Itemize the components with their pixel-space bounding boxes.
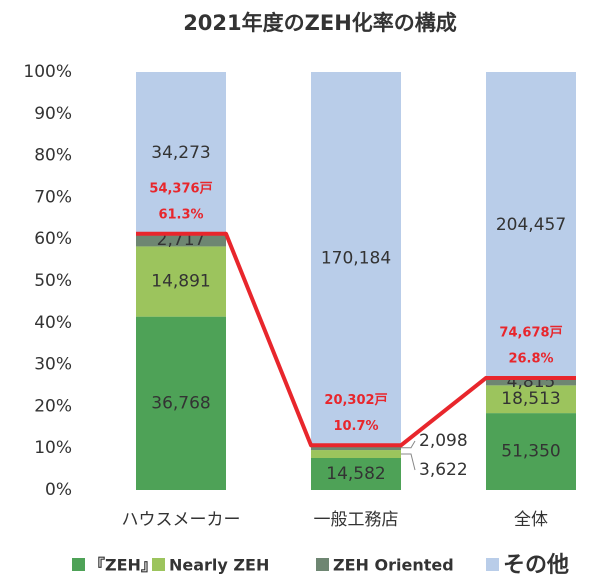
chart-title: 2021年度のZEH化率の構成: [183, 11, 457, 35]
bar-segment: [486, 378, 576, 386]
bar-segment: [136, 316, 226, 490]
y-tick-label: 90%: [34, 104, 72, 124]
legend-label: その他: [503, 553, 569, 578]
bar-segment: [136, 72, 226, 234]
bar-segment: [311, 72, 401, 446]
legend-swatch: [152, 558, 165, 571]
y-tick-label: 20%: [34, 396, 72, 416]
bar-segment: [136, 246, 226, 317]
rate-connector: [224, 231, 313, 448]
bar-segment: [311, 445, 401, 451]
x-tick-label: 全体: [514, 510, 548, 530]
y-tick-label: 30%: [34, 355, 72, 375]
value-label: 2,098: [419, 431, 468, 451]
bar-segment: [311, 450, 401, 459]
y-tick-label: 70%: [34, 187, 72, 207]
legend-label: 『ZEH』: [89, 556, 157, 575]
value-label: 36,768: [151, 393, 210, 413]
value-label: 18,513: [501, 389, 560, 409]
y-tick-label: 40%: [34, 313, 72, 333]
total-label: 20,302戸: [324, 393, 387, 408]
legend-swatch: [72, 558, 85, 571]
legend-label: ZEH Oriented: [333, 556, 454, 575]
rate-label: 61.3%: [158, 207, 203, 222]
legend-swatch: [486, 558, 499, 571]
legend-swatch: [316, 558, 329, 571]
bar-segment: [486, 413, 576, 490]
x-tick-label: 一般工務店: [314, 510, 399, 530]
y-tick-label: 10%: [34, 438, 72, 458]
value-label: 170,184: [321, 249, 391, 269]
y-tick-label: 100%: [23, 62, 72, 82]
total-label: 54,376戸: [149, 181, 212, 196]
rate-connector: [399, 375, 488, 448]
value-label: 34,273: [151, 143, 210, 163]
total-label: 74,678戸: [499, 325, 562, 340]
leader-line: [401, 440, 416, 449]
value-label: 51,350: [501, 442, 560, 462]
bar-segment: [486, 385, 576, 414]
x-tick-label: ハウスメーカー: [122, 510, 241, 530]
y-tick-label: 80%: [34, 146, 72, 166]
value-label: 204,457: [496, 215, 566, 235]
bar-segment: [136, 233, 226, 247]
rate-label: 26.8%: [508, 351, 553, 366]
value-label: 14,582: [326, 464, 385, 484]
bar-segment: [486, 72, 576, 379]
value-label: 14,891: [151, 272, 210, 292]
bar-segment: [311, 458, 401, 490]
value-label: 3,622: [419, 460, 468, 480]
y-tick-label: 50%: [34, 271, 72, 291]
leader-line: [401, 453, 416, 471]
y-tick-label: 0%: [45, 480, 72, 500]
legend-label: Nearly ZEH: [169, 556, 269, 575]
y-tick-label: 60%: [34, 229, 72, 249]
rate-label: 10.7%: [333, 419, 378, 434]
